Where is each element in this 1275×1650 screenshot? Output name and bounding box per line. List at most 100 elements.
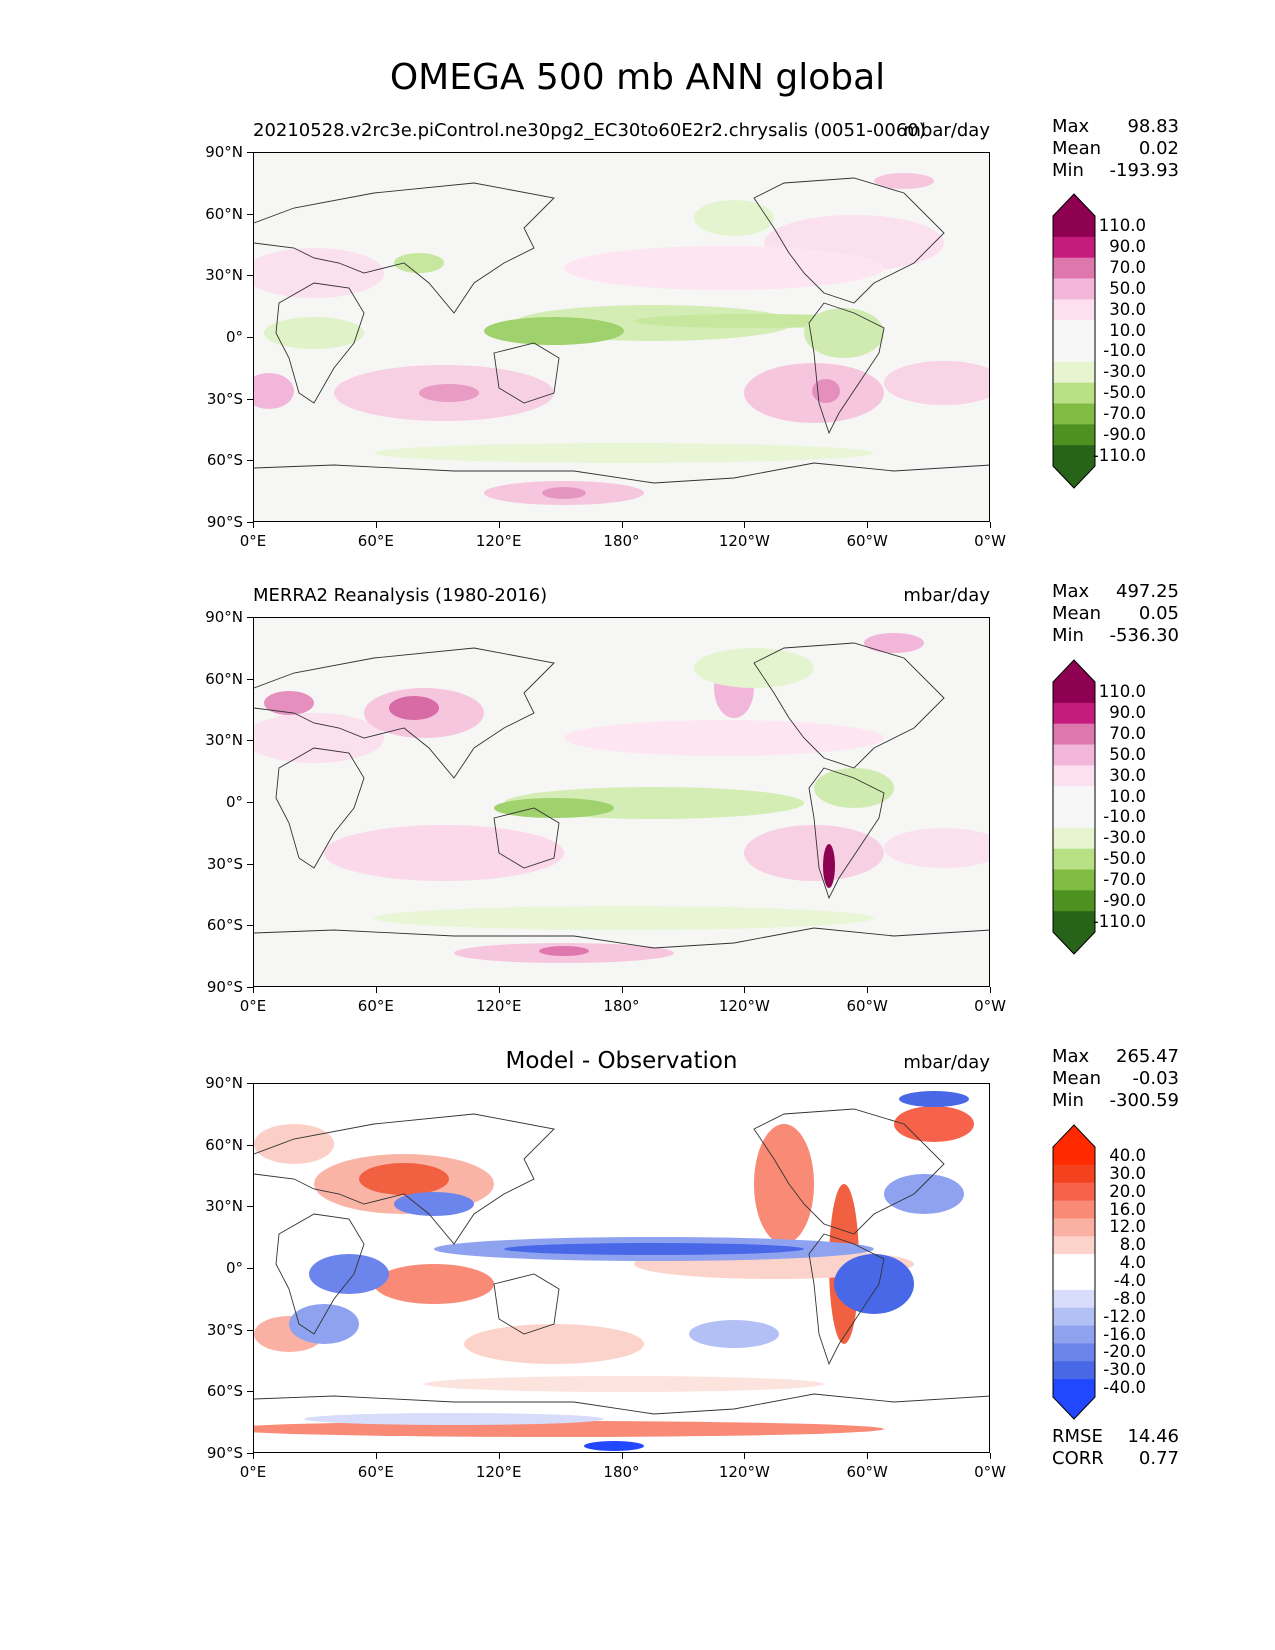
panel-3-lon-tick-mark: [253, 1453, 254, 1459]
panel-1-map: [253, 152, 990, 522]
panel-3-lat-tick: 30°N: [205, 1197, 243, 1216]
panel-3-colorbar-label: -20.0: [1103, 1342, 1146, 1362]
stat-corr-value: 0.77: [1138, 1448, 1179, 1469]
panel-3-map: [253, 1083, 990, 1453]
colorbar-segment: [1053, 382, 1095, 404]
panel-1-colorbar-label: 90.0: [1109, 237, 1146, 257]
panel-1-units: mbar/day: [903, 120, 990, 141]
panel-1-lat-tick-mark: [247, 275, 253, 277]
panel-1-colorbar-label: -10.0: [1103, 341, 1146, 361]
panel-2-lon-tick-mark: [744, 987, 746, 993]
panel-1-lon-tick: 0°E: [239, 532, 267, 550]
colorbar-outline: [1052, 659, 1096, 955]
panel-3-lon-tick: 60°E: [357, 1463, 394, 1481]
panel-1-lat-tick-mark: [247, 522, 253, 523]
panel-1-lat-tick: 60°N: [205, 204, 243, 223]
colorbar-segment: [1053, 786, 1095, 808]
colorbar-segment: [1053, 403, 1095, 425]
colorbar-outline: [1052, 193, 1096, 489]
panel-2-lat-tick-mark: [247, 987, 253, 988]
panel-3-lat-tick-mark: [247, 1329, 253, 1331]
stat-min-label: Min: [1052, 625, 1084, 646]
panel-2-lat-tick-mark: [247, 925, 253, 927]
panel-2-lon-tick: 0°W: [974, 997, 1006, 1015]
panel-2-title: MERRA2 Reanalysis (1980-2016): [253, 585, 548, 606]
panel-2-colorbar: [1052, 659, 1096, 955]
stat-mean-value: 0.02: [1138, 138, 1179, 159]
stat-min-value: -193.93: [1109, 160, 1179, 181]
panel-1-colorbar-label: -70.0: [1103, 403, 1146, 423]
panel-2-lon-tick: 120°W: [718, 997, 770, 1015]
colorbar-segment: [1053, 299, 1095, 321]
panel-3-lat-tick: 60°S: [206, 1382, 243, 1401]
panel-3-lon-tick-mark: [621, 1453, 623, 1459]
panel-1-lat-tick: 60°S: [206, 451, 243, 470]
panel-1-lon-tick: 120°W: [718, 532, 770, 550]
panel-3-lon-tick-mark: [867, 1453, 869, 1459]
panel-1-lat-tick: 0°: [225, 328, 243, 346]
panel-2-lon-tick-mark: [621, 987, 623, 993]
panel-1-lat-tick-mark: [247, 213, 253, 215]
panel-1-lon-tick-mark: [498, 522, 500, 528]
panel-2-lon-tick: 60°E: [357, 997, 394, 1015]
panel-2-colorbar-label: 30.0: [1109, 765, 1146, 785]
panel-2-lat-tick-mark: [247, 678, 253, 680]
colorbar-segment: [1053, 278, 1095, 300]
panel-2-colorbar-label: -10.0: [1103, 807, 1146, 827]
panel-3-stats: Max 265.47 Mean -0.03 Min -300.59: [1052, 1046, 1179, 1112]
panel-3-units: mbar/day: [903, 1052, 990, 1073]
colorbar-segment: [1053, 765, 1095, 787]
stat-max-value: 98.83: [1127, 116, 1179, 137]
panel-1-lon-tick: 120°E: [475, 532, 522, 550]
panel-2-lon-tick-mark: [253, 987, 254, 993]
panel-2-lat-tick: 90°S: [206, 978, 243, 996]
stat-max-value: 265.47: [1116, 1046, 1179, 1067]
panel-2-colorbar-label: -90.0: [1103, 890, 1146, 910]
panel-1-colorbar-label: 30.0: [1109, 299, 1146, 319]
colorbar-segment: [1053, 1343, 1095, 1362]
stat-min-label: Min: [1052, 160, 1084, 181]
panel-1-lon-tick-mark: [253, 522, 254, 528]
panel-2-map-svg: [254, 618, 989, 986]
colorbar-segment: [1053, 827, 1095, 850]
panel-3-lon-tick: 120°E: [475, 1463, 522, 1481]
panel-3-colorbar-label: 20.0: [1109, 1181, 1146, 1201]
panel-3-lon-tick: 180°: [603, 1463, 640, 1481]
panel-1-colorbar: [1052, 193, 1096, 489]
panel-3-colorbar-label: -30.0: [1103, 1360, 1146, 1380]
panel-1-map-svg: [254, 153, 989, 521]
panel-2-lon-tick-mark: [498, 987, 500, 993]
colorbar-segment: [1053, 702, 1095, 725]
panel-3-colorbar-label: -16.0: [1103, 1324, 1146, 1344]
panel-3-colorbar-label: -12.0: [1103, 1306, 1146, 1326]
panel-1-lat-tick: 30°S: [206, 389, 243, 408]
panel-3-lat-tick: 60°N: [205, 1135, 243, 1154]
panel-3-lat-tick: 90°S: [206, 1444, 243, 1462]
panel-3-colorbar-label: 8.0: [1119, 1235, 1146, 1255]
panel-2-lat-tick: 60°N: [205, 669, 243, 688]
stat-rmse-label: RMSE: [1052, 1426, 1103, 1447]
panel-2-map: [253, 617, 990, 987]
stat-min-value: -536.30: [1109, 625, 1179, 646]
panel-2-lat-tick-mark: [247, 802, 253, 803]
colorbar-top-extend: [1053, 194, 1095, 216]
panel-1-lon-tick-mark: [867, 522, 869, 528]
panel-3-lon-tick: 60°W: [846, 1463, 888, 1481]
panel-3-lat-tick: 0°: [225, 1259, 243, 1277]
panel-1-lon-tick-mark: [621, 522, 623, 528]
colorbar-segment: [1053, 1254, 1095, 1273]
panel-1-lon-tick: 60°W: [846, 532, 888, 550]
panel-2-colorbar-label: 70.0: [1109, 724, 1146, 744]
panel-2-lon-tick: 180°: [603, 997, 640, 1015]
panel-2-lat-tick-mark: [247, 740, 253, 742]
stat-mean-label: Mean: [1052, 1068, 1102, 1089]
panel-2-lon-tick-mark: [375, 987, 377, 993]
panel-3-colorbar-label: -4.0: [1113, 1270, 1146, 1290]
colorbar-segment: [1053, 1272, 1095, 1291]
colorbar-bottom-extend: [1053, 932, 1095, 954]
panel-2-lat-tick: 0°: [225, 793, 243, 811]
colorbar-segment: [1053, 341, 1095, 363]
panel-1-lon-tick-mark: [375, 522, 377, 528]
panel-3-colorbar-label: -8.0: [1113, 1288, 1146, 1308]
panel-1-colorbar-label: 10.0: [1109, 320, 1146, 340]
